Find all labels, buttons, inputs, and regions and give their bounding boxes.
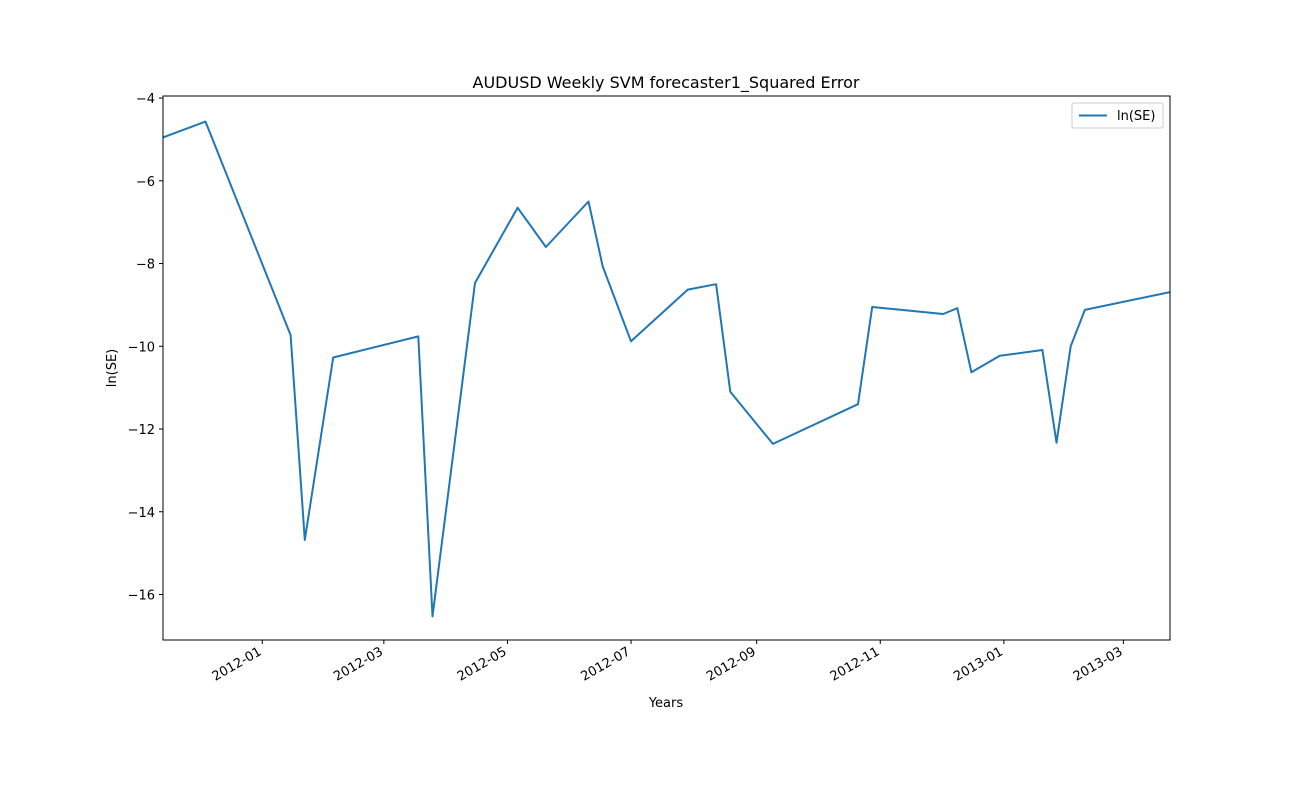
series-line bbox=[162, 120, 1171, 618]
plot-frame bbox=[162, 95, 1171, 641]
y-tick-label: −8 bbox=[136, 258, 155, 273]
legend-entry: ln(SE) bbox=[1117, 109, 1155, 124]
x-axis-label: Years bbox=[648, 696, 684, 711]
y-tick-label: −10 bbox=[128, 340, 155, 355]
legend-box bbox=[1071, 102, 1164, 129]
y-axis-label: ln(SE) bbox=[105, 349, 120, 387]
y-tick-label: −6 bbox=[136, 175, 155, 190]
plot-area bbox=[162, 120, 1171, 618]
y-tick-label: −12 bbox=[128, 423, 155, 438]
y-tick-label: −14 bbox=[128, 506, 155, 521]
y-tick-label: −4 bbox=[136, 92, 155, 107]
chart-title: AUDUSD Weekly SVM forecaster1_Squared Er… bbox=[473, 73, 860, 93]
legend: ln(SE) bbox=[1071, 102, 1164, 129]
y-tick-label: −16 bbox=[128, 588, 155, 603]
y-axis: −4 −6 −8 −10 −12 −14 −16 bbox=[128, 92, 163, 603]
